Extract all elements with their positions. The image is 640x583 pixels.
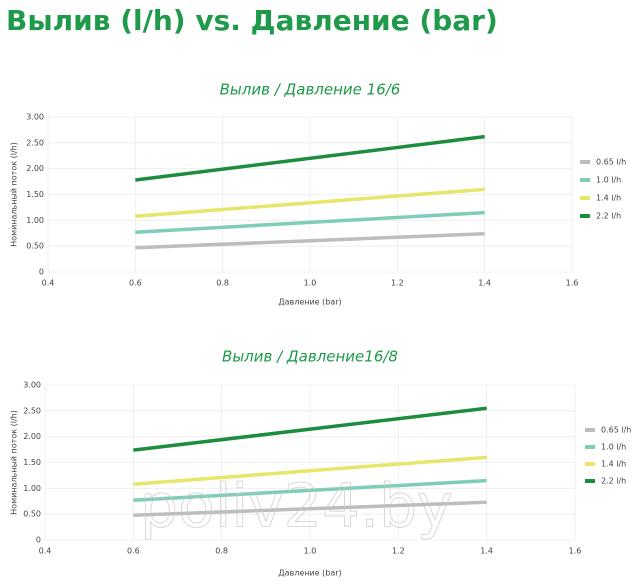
x-tick-label: 0.8 [216, 279, 229, 288]
line [135, 134, 485, 182]
legend-label: 0.65 l/h [596, 158, 626, 167]
watermark: poliv24.by [140, 472, 453, 542]
legend-swatch [585, 445, 595, 449]
legend-swatch [585, 462, 595, 466]
x-tick-label: 0.4 [42, 279, 55, 288]
y-tick-label: 0.50 [26, 242, 44, 251]
y-tick-label: 2.50 [23, 406, 41, 415]
legend-swatch [580, 160, 590, 164]
chart-title: Вылив / Давление 16/6 [220, 81, 401, 99]
line [135, 232, 485, 250]
legend-label: 1.4 l/h [596, 194, 621, 203]
x-tick-label: 1.0 [304, 279, 317, 288]
legend-label: 0.65 l/h [601, 426, 631, 435]
y-tick-label: 2.00 [26, 164, 44, 173]
y-axis-label: Номинальный поток (l/h) [10, 410, 19, 515]
legend-label: 1.4 l/h [601, 460, 626, 469]
x-tick-label: 1.4 [480, 547, 493, 556]
legend-swatch [585, 479, 595, 483]
y-tick-label: 0 [39, 268, 44, 277]
y-tick-label: 3.00 [26, 113, 44, 122]
x-tick-label: 0.4 [39, 547, 52, 556]
line [133, 500, 487, 517]
line [135, 187, 485, 218]
legend-label: 1.0 l/h [596, 176, 621, 185]
y-tick-label: 0.50 [23, 510, 41, 519]
y-axis-label: Номинальный поток (l/h) [10, 142, 19, 247]
x-tick-label: 1.0 [304, 547, 317, 556]
line [133, 406, 487, 452]
y-tick-label: 1.00 [23, 484, 41, 493]
x-tick-label: 0.8 [215, 547, 228, 556]
y-tick-label: 2.00 [23, 432, 41, 441]
legend-swatch [580, 214, 590, 218]
legend-label: 1.0 l/h [601, 443, 626, 452]
y-tick-label: 1.00 [26, 216, 44, 225]
page-title: Вылив (l/h) vs. Давление (bar) [6, 4, 498, 37]
y-tick-label: 3.00 [23, 381, 41, 390]
x-tick-label: 1.2 [392, 547, 405, 556]
line [133, 478, 487, 502]
x-tick-label: 1.6 [566, 279, 579, 288]
line [135, 210, 485, 234]
legend-label: 2.2 l/h [596, 212, 621, 221]
y-tick-label: 1.50 [23, 458, 41, 467]
x-tick-label: 1.6 [569, 547, 582, 556]
x-tick-label: 1.4 [478, 279, 491, 288]
line [133, 455, 487, 486]
chart-title: Вылив / Давление16/8 [222, 348, 398, 366]
x-tick-label: 0.6 [129, 279, 142, 288]
x-axis-label: Давление (bar) [278, 298, 341, 307]
x-tick-label: 1.2 [391, 279, 404, 288]
legend-swatch [580, 178, 590, 182]
legend-label: 2.2 l/h [601, 477, 626, 486]
y-tick-label: 2.50 [26, 138, 44, 147]
y-tick-label: 0 [36, 536, 41, 545]
x-tick-label: 0.6 [127, 547, 140, 556]
legend-swatch [585, 428, 595, 432]
legend-swatch [580, 196, 590, 200]
x-axis-label: Давление (bar) [278, 569, 341, 578]
y-tick-label: 1.50 [26, 190, 44, 199]
